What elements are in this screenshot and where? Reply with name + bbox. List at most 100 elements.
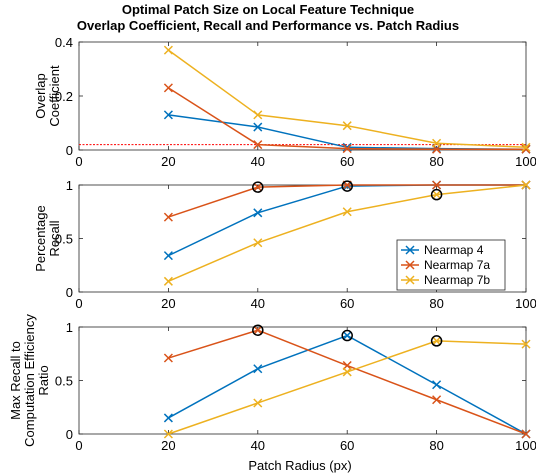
x-tick-label: 80	[429, 296, 443, 311]
series-nearmap-4	[163, 331, 531, 439]
series-nearmap-7a	[163, 83, 531, 154]
y-tick-label: 0.5	[55, 232, 73, 247]
optimum-marker	[252, 324, 264, 336]
x-tick-label: 80	[429, 154, 443, 169]
series-line	[168, 334, 527, 435]
y-axis-label: OverlapCoefficient	[33, 65, 62, 127]
data-point	[342, 142, 352, 152]
data-point	[253, 364, 263, 374]
y-tick-label: 0	[66, 285, 73, 300]
y-axis-label-line: Computation Efficiency	[22, 314, 37, 447]
x-tick-label: 100	[515, 296, 536, 311]
optimum-marker	[341, 180, 353, 192]
panel-2: 0 20 40 60 80 100 0 0.5 1 PercentageRecall Nearmap…	[33, 178, 536, 311]
y-tick-label: 0	[66, 143, 73, 158]
legend-marker	[405, 245, 415, 255]
panel-3: 0 20 40 60 80 100 0 0.5 1 Max Recall toComputatio…	[8, 314, 536, 453]
legend-marker	[405, 275, 415, 285]
series-nearmap-7b	[163, 180, 531, 286]
data-point	[253, 110, 263, 120]
data-point	[163, 110, 173, 120]
data-point	[432, 190, 442, 200]
data-point	[253, 182, 263, 192]
y-tick-label: 0.5	[55, 374, 73, 389]
x-tick-label: 20	[161, 438, 175, 453]
x-axis-label: Patch Radius (px)	[248, 458, 351, 473]
series-nearmap-4	[163, 110, 531, 154]
y-tick-label: 1	[66, 320, 73, 335]
data-point	[163, 276, 173, 286]
data-point	[432, 138, 442, 148]
series-nearmap-7b	[163, 336, 531, 439]
y-axis-label: PercentageRecall	[33, 205, 62, 272]
y-tick-label: 0	[66, 427, 73, 442]
series-line	[168, 340, 527, 435]
x-tick-label: 40	[251, 438, 265, 453]
data-point	[163, 413, 173, 423]
data-point	[163, 45, 173, 55]
legend-marker	[405, 260, 415, 270]
x-tick-label: 40	[251, 154, 265, 169]
x-tick-label: 80	[429, 438, 443, 453]
axes-box	[78, 41, 527, 151]
y-axis-label-line: Max Recall to	[8, 341, 23, 420]
legend-entry: Nearmap 7b	[401, 273, 490, 287]
legend-label: Nearmap 7b	[424, 273, 490, 287]
data-point	[432, 395, 442, 405]
data-point	[342, 207, 352, 217]
chart-title: Optimal Patch Size on Local Feature Tech…	[122, 2, 414, 17]
x-tick-label: 60	[340, 296, 354, 311]
legend-label: Nearmap 7a	[424, 258, 490, 272]
data-point	[342, 144, 352, 154]
x-tick-label: 20	[161, 154, 175, 169]
data-point	[253, 238, 263, 248]
y-axis-label: Max Recall toComputation EfficiencyRatio	[8, 314, 51, 447]
data-point	[342, 360, 352, 371]
data-point	[521, 429, 531, 439]
panel-1: 0 20 40 60 80 100 0 0.2 0.4 OverlapCoefficient	[33, 35, 536, 169]
data-point	[163, 212, 173, 222]
chart-subtitle: Overlap Coefficient, Recall and Performa…	[77, 18, 459, 33]
x-tick-label: 0	[75, 296, 82, 311]
y-axis-label-line: Percentage	[33, 205, 48, 272]
data-point	[521, 142, 531, 152]
x-tick-label: 60	[340, 154, 354, 169]
optimum-marker	[430, 335, 443, 347]
data-point	[342, 367, 352, 377]
x-tick-label: 100	[515, 154, 536, 169]
data-point	[163, 251, 173, 261]
x-tick-label: 0	[75, 438, 82, 453]
data-point	[253, 122, 263, 132]
data-point	[253, 398, 263, 408]
x-tick-label: 20	[161, 296, 175, 311]
optimum-marker	[341, 329, 353, 342]
x-tick-label: 100	[515, 438, 536, 453]
axes-box	[78, 326, 527, 435]
data-point	[342, 331, 352, 341]
data-point	[432, 180, 442, 190]
data-point	[432, 336, 442, 346]
y-axis-label-line: Ratio	[36, 365, 51, 395]
x-tick-label: 0	[75, 154, 82, 169]
data-point	[163, 83, 173, 93]
optimum-marker	[430, 188, 443, 201]
legend-entry: Nearmap 4	[401, 243, 484, 257]
data-point	[342, 181, 352, 191]
data-point	[342, 121, 352, 131]
x-tick-label: 60	[340, 438, 354, 453]
series-line	[168, 114, 527, 150]
x-tick-label: 40	[251, 296, 265, 311]
data-point	[432, 380, 442, 390]
series-line	[167, 87, 526, 150]
data-point	[253, 208, 263, 218]
y-axis-label-line: Coefficient	[47, 65, 62, 127]
optimum-marker	[252, 181, 264, 193]
data-point	[253, 325, 263, 335]
legend-entry: Nearmap 7a	[401, 258, 490, 272]
y-tick-label: 1	[66, 178, 73, 193]
series-line	[168, 329, 527, 435]
y-tick-label: 0.2	[55, 89, 73, 104]
